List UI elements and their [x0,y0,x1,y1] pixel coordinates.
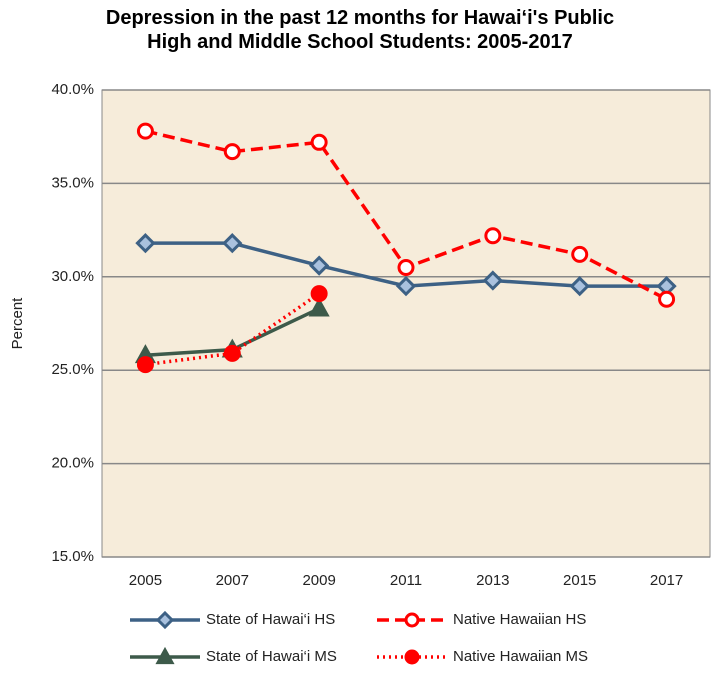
data-point [395,276,417,297]
data-point [136,122,154,140]
series-line [145,292,321,367]
y-tick-label: 25.0% [51,361,94,378]
legend-marker [155,610,175,630]
data-point [571,245,589,263]
legend-marker [404,612,420,628]
chart-title: Depression in the past 12 months for Haw… [105,7,615,53]
legend-label: State of Hawai‘i MS [206,648,337,665]
y-tick-label: 15.0% [51,548,94,565]
data-point [310,133,328,151]
data-point [136,356,154,374]
data-point [223,344,241,362]
legend-label: State of Hawai‘i HS [206,611,335,628]
y-tick-label: 40.0% [51,81,94,98]
y-tick-label: 20.0% [51,455,94,472]
x-tick-label: 2011 [390,572,422,589]
data-point [308,297,330,317]
legend-marker [404,649,420,665]
data-point [484,227,502,245]
data-point [309,255,330,276]
legend-label: Native Hawaiian MS [453,648,588,665]
data-point [397,258,415,276]
plot-area [101,89,711,558]
data-point [135,233,156,254]
data-point [482,270,503,291]
data-point [569,276,590,297]
x-tick-label: 2017 [650,572,683,589]
legend-marker [155,646,175,665]
data-point [658,290,676,308]
data-point [223,143,241,161]
y-tick-label: 30.0% [51,268,94,285]
x-tick-label: 2009 [302,572,335,589]
x-tick-label: 2005 [129,572,162,589]
data-point [310,285,328,303]
y-tick-label: 35.0% [51,174,94,191]
data-point [222,233,243,254]
legend-label: Native Hawaiian HS [453,611,586,628]
y-axis-label: Percent [9,297,26,350]
x-tick-label: 2013 [476,572,509,589]
x-tick-label: 2015 [563,572,596,589]
x-tick-label: 2007 [216,572,249,589]
